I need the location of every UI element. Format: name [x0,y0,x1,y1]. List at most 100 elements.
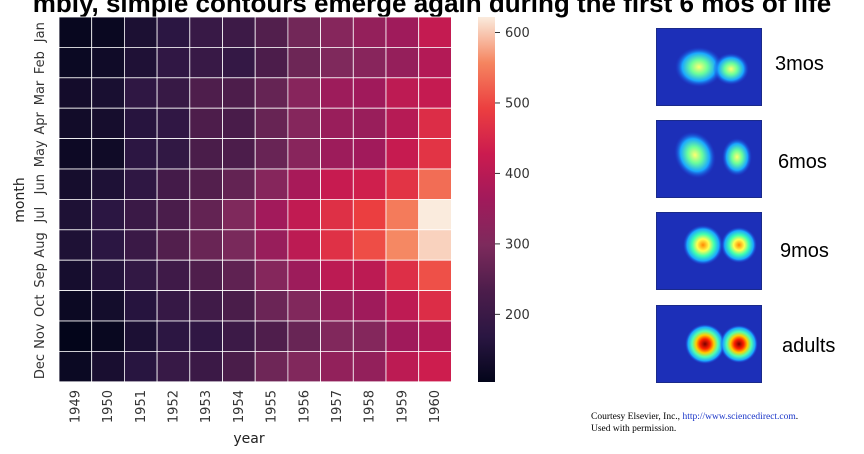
heatmap-cell-mar-1952 [156,77,191,109]
heatmap-cell-oct-1952 [156,290,191,322]
heatmap-cell-jul-1951 [124,198,158,231]
heatmap-cell-dec-1950 [91,350,125,383]
heatmap-cell-aug-1954 [222,229,256,261]
heatmap-cell-apr-1960 [418,107,452,139]
heatmap-cell-feb-1950 [91,47,125,79]
heatmap-cell-feb-1959 [385,47,420,79]
heatmap-cell-jun-1951 [124,168,158,200]
x-tick-label: 1956 [297,390,312,423]
heatmap-cell-feb-1957 [320,47,354,79]
heatmap-cell-jul-1949 [58,198,93,231]
heatmap-cell-jan-1957 [320,16,354,48]
y-tick-label: May [33,140,48,167]
heatmap-cell-apr-1958 [352,107,387,139]
heatmap-cell-jan-1955 [254,16,289,48]
y-tick-label: Sep [33,263,48,288]
heatmap-cell-feb-1958 [352,47,387,79]
x-tick-label: 1958 [363,390,378,423]
heatmap-cell-dec-1955 [254,350,289,383]
heatmap-cell-nov-1955 [254,320,289,352]
credit-line2: Used with permission. [591,424,677,434]
heatmap-cell-mar-1959 [385,77,420,109]
heatmap-cell-jan-1952 [156,16,191,48]
y-tick-label: Aug [33,232,48,257]
heatmap-cell-mar-1960 [418,77,452,109]
heatmap-cell-nov-1956 [287,320,321,352]
y-tick-labels: Jan Feb Mar Apr May Jun Jul Aug Sep Oct Nov Dec [33,22,48,379]
panel-label-adults: adults [782,335,836,357]
heatmap-cell-nov-1951 [124,320,158,352]
heatmap-cell-may-1957 [320,138,354,170]
y-axis-label: month [12,177,28,222]
heatmap-cell-jun-1957 [320,168,354,200]
heatmap-cell-mar-1954 [222,77,256,109]
credit-link[interactable]: http://www.sciencedirect.com [682,412,796,422]
heatmap-cell-mar-1949 [58,77,93,109]
heatmap-cell-feb-1955 [254,47,289,79]
heatmap-cell-dec-1953 [189,350,223,383]
heatmap-cell-sep-1960 [418,259,452,292]
heatmap-cell-dec-1951 [124,350,158,383]
heatmap-cell-feb-1951 [124,47,158,79]
heatmap-cell-jul-1955 [254,198,289,231]
y-tick-label: Feb [33,51,48,74]
heatmap-cell-dec-1958 [352,350,387,383]
heatmap-cell-dec-1949 [58,350,93,383]
heatmap-cell-feb-1956 [287,47,321,79]
colorbar-tick-label: 500 [505,96,530,111]
x-tick-label: 1952 [166,390,181,423]
heatmap-cell-may-1953 [189,138,223,170]
heatmap-cell-may-1949 [58,138,93,170]
heatmap-cell-apr-1950 [91,107,125,139]
heatmap-cell-nov-1960 [418,320,452,352]
x-axis-label: year [233,431,264,447]
heatmap-cell-jul-1960 [418,198,452,231]
heatmap-cell-aug-1958 [352,229,387,261]
heatmap-cell-sep-1952 [156,259,191,292]
heatmap-cell-aug-1959 [385,229,420,261]
heatmap-cell-sep-1959 [385,259,420,292]
y-tick-label: Oct [33,295,48,317]
heatmap-cell-aug-1953 [189,229,223,261]
gaze-heatmap-panel-3mos [656,28,762,106]
heatmap-cell-may-1952 [156,138,191,170]
x-tick-label: 1951 [134,390,149,423]
heatmap-cell-dec-1959 [385,350,420,383]
heatmap-cell-jul-1956 [287,198,321,231]
heatmap-cell-jun-1956 [287,168,321,200]
heatmap-cell-may-1960 [418,138,452,170]
heatmap-cell-sep-1957 [320,259,354,292]
heatmap-cell-jun-1955 [254,168,289,200]
heatmap-cell-aug-1950 [91,229,125,261]
x-tick-label: 1957 [330,390,345,423]
x-tick-label: 1949 [68,390,83,423]
heatmap-cell-jun-1958 [352,168,387,200]
credit-prefix: Courtesy Elsevier, Inc., [591,412,683,422]
gaze-heatmap-9mos [657,213,761,289]
y-tick-label: Mar [33,80,48,105]
heatmap-cell-mar-1955 [254,77,289,109]
x-tick-label: 1959 [395,390,410,423]
heatmap-cell-nov-1950 [91,320,125,352]
heatmap-cell-jul-1957 [320,198,354,231]
heatmap-cell-oct-1950 [91,290,125,322]
gaze-heatmap-6mos [657,121,761,197]
heatmap-cell-oct-1953 [189,290,223,322]
y-tick-label: Dec [33,354,48,379]
heatmap-cell-jun-1952 [156,168,191,200]
heatmap-cell-dec-1954 [222,350,256,383]
gaze-heatmap-panel-6mos [656,120,762,198]
y-tick-label: Apr [33,112,48,135]
heatmap-cell-nov-1958 [352,320,387,352]
heatmap-cell-jun-1949 [58,168,93,200]
heatmap-cell-may-1955 [254,138,289,170]
heatmap-cell-sep-1954 [222,259,256,292]
panel-label-6mos: 6mos [778,151,827,173]
heatmap-cell-aug-1956 [287,229,321,261]
heatmap-chart: Jan Feb Mar Apr May Jun Jul Aug Sep Oct Nov Dec 194… [12,16,530,447]
heatmap-cell-mar-1951 [124,77,158,109]
colorbar-tick-label: 600 [505,26,530,41]
heatmap-cell-oct-1959 [385,290,420,322]
heatmap-cell-feb-1952 [156,47,191,79]
heatmap-cell-nov-1959 [385,320,420,352]
